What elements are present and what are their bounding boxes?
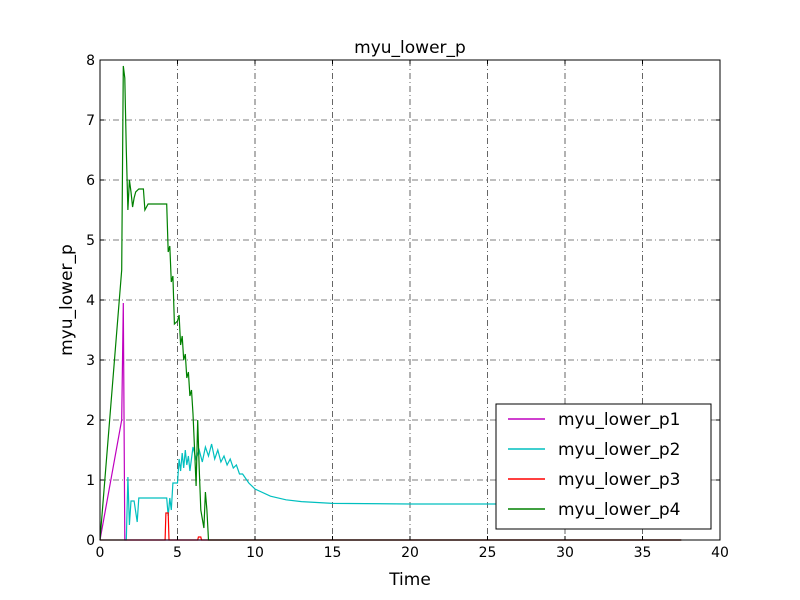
x-tick-label: 20 (401, 545, 419, 561)
chart-title: myu_lower_p (354, 38, 466, 58)
x-tick-label: 10 (246, 545, 264, 561)
legend-box (495, 403, 712, 530)
y-tick-label: 3 (86, 353, 95, 369)
legend-entry: myu_lower_p4 (558, 500, 680, 520)
axis-ticks: 0 5 10 15 20 25 30 35 40 0 1 2 3 4 5 6 7 8 (86, 53, 729, 561)
y-tick-label: 5 (86, 233, 95, 249)
legend-entry: myu_lower_p1 (558, 410, 680, 430)
legend-entry: myu_lower_p3 (558, 470, 680, 490)
legend: myu_lower_p1 myu_lower_p2 myu_lower_p3 myu_… (495, 403, 712, 530)
y-tick-label: 1 (86, 473, 95, 489)
x-tick-label: 15 (324, 545, 342, 561)
legend-entry: myu_lower_p2 (558, 440, 680, 460)
x-tick-label: 40 (711, 545, 729, 561)
y-tick-label: 2 (86, 413, 95, 429)
y-tick-label: 7 (86, 113, 95, 129)
series-line-myu-lower-p2 (100, 443, 682, 541)
y-tick-label: 4 (86, 293, 95, 309)
y-tick-label: 6 (86, 173, 95, 189)
y-tick-label: 8 (86, 53, 95, 69)
y-tick-label: 0 (86, 533, 95, 549)
series-line-myu-lower-p4 (99, 65, 682, 541)
x-tick-label: 30 (556, 545, 574, 561)
x-axis-label: Time (388, 570, 431, 590)
x-tick-label: 25 (479, 545, 497, 561)
y-axis-label: myu_lower_p (57, 244, 77, 356)
x-tick-label: 0 (96, 545, 105, 561)
x-tick-label: 5 (173, 545, 182, 561)
x-tick-label: 35 (634, 545, 652, 561)
